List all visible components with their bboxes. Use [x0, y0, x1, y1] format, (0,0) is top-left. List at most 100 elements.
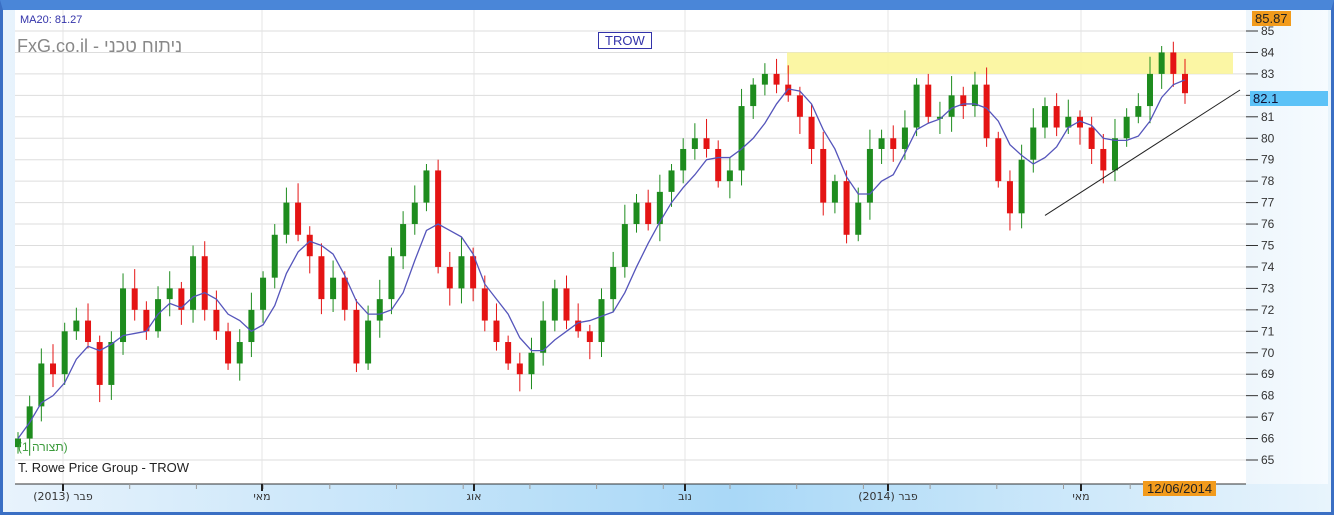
symbol-box[interactable]: TROW	[598, 32, 652, 49]
candle-body	[1053, 106, 1060, 128]
candle-body	[446, 266, 453, 289]
candle-body	[493, 320, 500, 343]
y-tick-label: 75	[1261, 239, 1275, 253]
y-tick-label: 69	[1261, 367, 1275, 381]
candle-body	[260, 277, 267, 310]
y-tick-label: 67	[1261, 410, 1275, 424]
candle-body	[668, 170, 675, 192]
candle-body	[983, 84, 990, 139]
candle-body	[481, 288, 488, 321]
candle-body	[50, 363, 57, 375]
candle-body	[925, 84, 932, 117]
candle-body	[1182, 73, 1188, 94]
candle-body	[1111, 138, 1118, 171]
y-tick-label: 72	[1261, 303, 1275, 317]
candle-body	[341, 277, 348, 310]
candle-body	[831, 181, 838, 203]
y-tick-label: 85	[1261, 24, 1275, 38]
candle-body	[691, 138, 698, 149]
candle-body	[680, 148, 687, 171]
high-value-marker: 85.87	[1252, 11, 1291, 26]
candle-body	[820, 148, 827, 203]
candle-body	[1146, 73, 1153, 107]
candle-body	[458, 256, 465, 289]
candle-body	[435, 170, 442, 267]
candle-body	[365, 320, 372, 364]
y-tick-label: 77	[1261, 196, 1275, 210]
y-tick-label: 66	[1261, 432, 1275, 446]
candle-body	[796, 95, 803, 117]
candle-body	[73, 320, 80, 332]
candle-body	[913, 84, 920, 128]
candle-body	[1158, 52, 1165, 74]
candle-body	[971, 84, 978, 107]
candle-body	[703, 138, 710, 149]
candle-body	[621, 224, 628, 267]
candle-body	[306, 234, 313, 257]
candle-body	[108, 342, 115, 385]
candle-body	[15, 438, 21, 448]
candle-body	[225, 331, 232, 364]
pattern-label: (תצורה 1)	[18, 440, 68, 454]
candle-body	[855, 202, 862, 235]
candle-body	[761, 73, 768, 85]
resistance-band	[787, 52, 1233, 74]
candle-body	[1135, 106, 1142, 117]
candle-body	[236, 342, 243, 364]
candle-body	[901, 127, 908, 149]
y-tick-label: 80	[1261, 131, 1275, 145]
candle-body	[586, 331, 593, 343]
candle-body	[411, 202, 418, 225]
y-tick-label: 81	[1261, 110, 1275, 124]
candle-body	[610, 266, 617, 300]
price-chart	[15, 10, 1246, 484]
y-axis: 6566676869707172737475767778798081828384…	[1246, 10, 1328, 484]
last-price-marker: 82.1	[1250, 91, 1328, 106]
candle-body	[61, 331, 68, 375]
candle-body	[295, 202, 302, 235]
candle-body	[1123, 116, 1130, 139]
candle-body	[598, 299, 605, 343]
candle-body	[131, 288, 138, 310]
y-tick-label: 76	[1261, 217, 1275, 231]
candle-body	[750, 84, 757, 107]
candle-body	[516, 363, 523, 375]
candle-body	[190, 256, 197, 310]
y-tick-label: 78	[1261, 174, 1275, 188]
plot-area[interactable]	[15, 10, 1246, 484]
candle-body	[201, 256, 208, 310]
candle-body	[551, 288, 558, 321]
candle-body	[96, 342, 103, 385]
candle-body	[248, 309, 255, 343]
trendline	[1044, 89, 1241, 216]
candle-body	[808, 116, 815, 149]
candle-body	[376, 299, 383, 321]
candle-body	[470, 256, 477, 289]
candle-body	[785, 84, 792, 96]
brand-watermark: FxG.co.il - ניתוח טכני	[17, 36, 183, 56]
candle-body	[213, 309, 220, 332]
y-tick-label: 83	[1261, 67, 1275, 81]
candle-body	[388, 256, 395, 300]
candle-body	[143, 309, 150, 332]
candle-body	[948, 95, 955, 117]
candle-body	[1030, 127, 1037, 160]
candle-body	[575, 320, 582, 332]
candle-body	[1065, 116, 1072, 128]
candle-body	[656, 191, 663, 225]
instrument-title: T. Rowe Price Group - TROW	[18, 460, 189, 475]
ma-readout: MA20: 81.27	[20, 14, 83, 26]
candle-body	[505, 342, 512, 364]
ma-line	[17, 79, 1186, 439]
candle-body	[85, 320, 92, 343]
candle-body	[330, 277, 337, 300]
candle-body	[1018, 159, 1025, 214]
y-tick-label: 84	[1261, 45, 1275, 59]
candle-body	[878, 138, 885, 149]
candle-body	[890, 138, 897, 149]
candle-body	[866, 148, 873, 203]
y-tick-label: 71	[1261, 324, 1275, 338]
candle-body	[166, 288, 173, 300]
candle-body	[1006, 181, 1013, 214]
candle-body	[423, 170, 430, 203]
